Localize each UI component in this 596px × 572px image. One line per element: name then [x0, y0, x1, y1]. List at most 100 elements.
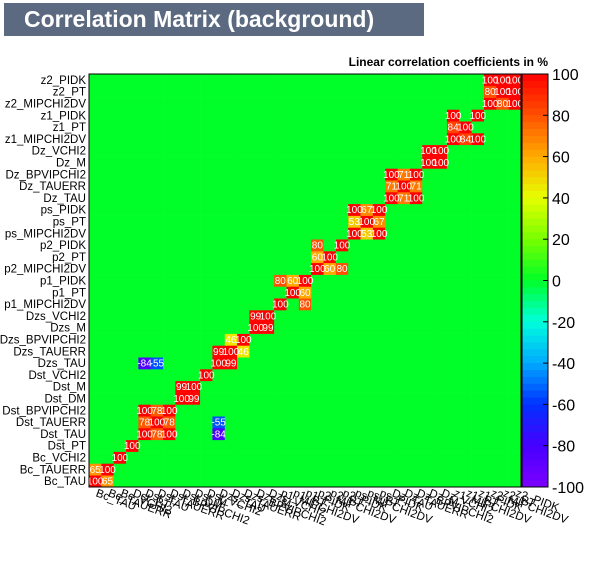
cell-value-label: 67 [361, 205, 373, 216]
heatmap-cell [434, 321, 448, 334]
heatmap-cell [212, 74, 226, 87]
heatmap-cell [311, 239, 324, 252]
y-tick-label: Dzs_VCHI2 [26, 311, 86, 323]
heatmap-cell [446, 357, 460, 370]
heatmap-cell [434, 298, 448, 311]
heatmap-cell [446, 144, 460, 157]
heatmap-cell [89, 286, 102, 299]
heatmap-cell [261, 109, 275, 122]
heatmap-cell [372, 203, 386, 216]
heatmap-cell [138, 463, 152, 476]
heatmap-cell [286, 133, 300, 146]
heatmap-cell [237, 404, 250, 417]
heatmap-cell [89, 310, 102, 323]
heatmap-cell [274, 215, 287, 228]
heatmap-cell [459, 74, 472, 87]
heatmap-cell [409, 369, 423, 382]
y-tick-label: p1_PT [52, 287, 86, 299]
cell-value-label: 100 [432, 146, 449, 157]
heatmap-cell [335, 133, 349, 146]
heatmap-cell [459, 133, 472, 146]
cell-value-label: 80 [485, 87, 497, 98]
heatmap-cell [459, 215, 472, 228]
cell-value-label: 100 [247, 323, 264, 334]
heatmap-cell [323, 439, 337, 452]
heatmap-cell [409, 85, 423, 98]
heatmap-cell [261, 404, 275, 417]
heatmap-cell [483, 357, 497, 370]
heatmap-cell [200, 144, 213, 157]
heatmap-cell [348, 428, 361, 441]
heatmap-cell [224, 144, 238, 157]
chart-subtitle: Linear correlation coefficients in % [348, 55, 548, 69]
heatmap-cell [138, 85, 152, 98]
heatmap-cell [496, 168, 509, 181]
heatmap-cell [138, 451, 152, 464]
heatmap-cell [200, 156, 213, 169]
heatmap-cell [224, 203, 238, 216]
heatmap-cell [212, 97, 226, 110]
heatmap-cell [483, 274, 497, 287]
heatmap-cell [163, 463, 176, 476]
y-tick-label: Dzs_TAUERR [13, 346, 86, 358]
heatmap-cell [224, 333, 238, 346]
colorbar-tick-label: -80 [552, 439, 575, 456]
heatmap-cell [348, 203, 361, 216]
heatmap-cell [422, 404, 435, 417]
heatmap-cell [397, 416, 411, 429]
heatmap-cell [496, 144, 509, 157]
heatmap-cell [298, 404, 312, 417]
heatmap-cell [163, 428, 176, 441]
heatmap-cell [409, 380, 423, 393]
heatmap-cell [150, 380, 164, 393]
heatmap-cell [422, 357, 435, 370]
heatmap-cell [286, 451, 300, 464]
heatmap-cell [212, 121, 226, 134]
heatmap-cell [237, 97, 250, 110]
heatmap-cell [224, 357, 238, 370]
heatmap-cell [200, 133, 213, 146]
colorbar-segment [522, 466, 548, 474]
heatmap-cell [89, 357, 102, 370]
heatmap-cell [286, 203, 300, 216]
heatmap-cell [249, 463, 263, 476]
cell-value-label: -55 [211, 418, 226, 429]
heatmap-cell [471, 251, 485, 264]
heatmap-cell [311, 463, 324, 476]
heatmap-cell [249, 144, 263, 157]
heatmap-cell [113, 168, 127, 181]
heatmap-cell [261, 251, 275, 264]
heatmap-cell [138, 369, 152, 382]
heatmap-cell [274, 133, 287, 146]
heatmap-cell [274, 192, 287, 205]
heatmap-cell [483, 144, 497, 157]
heatmap-cell [212, 286, 226, 299]
heatmap-cell [459, 168, 472, 181]
heatmap-cell [126, 416, 139, 429]
heatmap-cell [200, 404, 213, 417]
heatmap-cell [385, 85, 398, 98]
y-axis-labels: Bc_TAUBc_TAUERRBc_VCHI2Dst_PTDst_TAUDst_… [0, 75, 86, 488]
heatmap-cell [471, 404, 485, 417]
heatmap-cell [101, 215, 114, 228]
heatmap-cell [200, 85, 213, 98]
heatmap-cell [249, 203, 263, 216]
heatmap-cell [323, 251, 337, 264]
heatmap-cell [212, 251, 226, 264]
heatmap-cell [89, 215, 102, 228]
heatmap-cell [187, 274, 201, 287]
heatmap-cell [113, 310, 127, 323]
heatmap-cell [335, 310, 349, 323]
heatmap-cell [385, 451, 398, 464]
heatmap-cell [372, 180, 386, 193]
heatmap-cell [434, 369, 448, 382]
heatmap-cell [126, 404, 139, 417]
heatmap-cell [150, 262, 164, 275]
cell-value-label: 100 [284, 288, 301, 299]
heatmap-cell [187, 85, 201, 98]
cell-value-label: 100 [136, 429, 153, 440]
heatmap-cell [434, 392, 448, 405]
heatmap-cell [385, 74, 398, 87]
heatmap-cell [163, 180, 176, 193]
heatmap-cell [224, 239, 238, 252]
